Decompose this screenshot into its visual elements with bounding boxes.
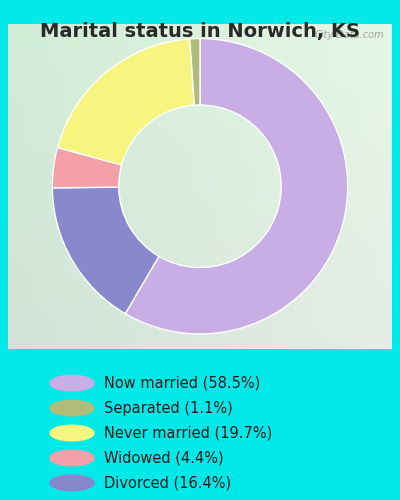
Circle shape bbox=[50, 376, 94, 391]
Text: Marital status in Norwich, KS: Marital status in Norwich, KS bbox=[40, 22, 360, 42]
Text: Now married (58.5%): Now married (58.5%) bbox=[104, 376, 260, 390]
Circle shape bbox=[50, 425, 94, 441]
Wedge shape bbox=[58, 39, 194, 165]
Circle shape bbox=[50, 475, 94, 490]
Wedge shape bbox=[125, 38, 348, 334]
Circle shape bbox=[50, 450, 94, 466]
Circle shape bbox=[50, 400, 94, 416]
Text: Never married (19.7%): Never married (19.7%) bbox=[104, 426, 272, 440]
Wedge shape bbox=[190, 38, 200, 105]
Wedge shape bbox=[52, 187, 159, 314]
Text: Divorced (16.4%): Divorced (16.4%) bbox=[104, 476, 231, 490]
Wedge shape bbox=[52, 148, 122, 188]
Text: Separated (1.1%): Separated (1.1%) bbox=[104, 400, 233, 415]
Text: City-Data.com: City-Data.com bbox=[315, 30, 384, 40]
Text: Widowed (4.4%): Widowed (4.4%) bbox=[104, 450, 224, 466]
